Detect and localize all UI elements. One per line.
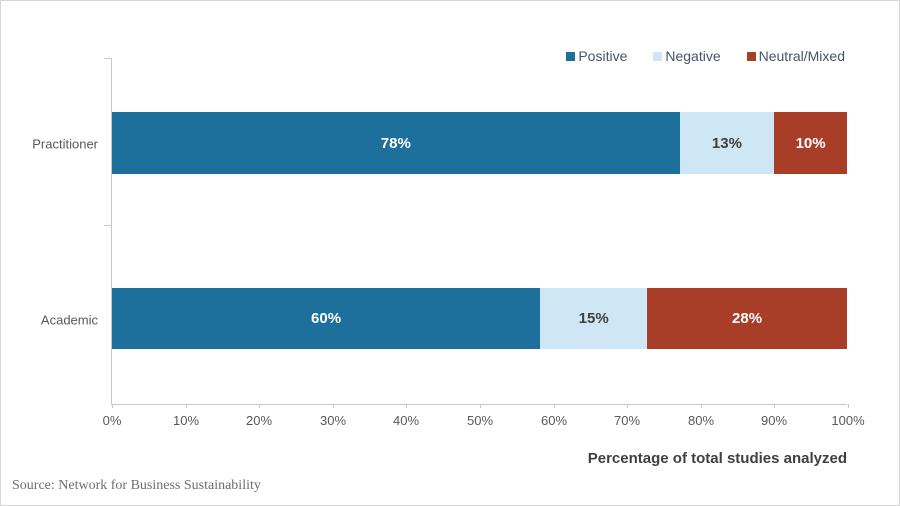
x-axis-tick-label: 0% (102, 413, 122, 428)
x-axis-tick (848, 404, 849, 408)
x-axis-tick (774, 404, 775, 408)
x-axis-tick-label: 70% (613, 413, 641, 428)
legend-label: Positive (578, 48, 628, 64)
bar-segment-positive: 78% (112, 112, 680, 174)
x-axis-tick (406, 404, 407, 408)
bar-academic: 60% 15% 28% (112, 288, 847, 349)
x-axis-title: Percentage of total studies analyzed (587, 450, 847, 467)
category-label-practitioner: Practitioner (32, 136, 98, 152)
bar-value-label: 15% (578, 310, 609, 327)
bar-segment-positive: 60% (112, 288, 541, 349)
x-axis-tick (627, 404, 628, 408)
x-axis-tick-label: 40% (392, 413, 420, 428)
bar-value-label: 28% (732, 310, 763, 327)
bar-value-label: 13% (711, 134, 742, 152)
legend-label: Negative (665, 48, 721, 64)
bar-segment-negative: 13% (679, 112, 775, 174)
bar-segment-neutral-mixed: 10% (774, 112, 847, 174)
x-axis-tick (186, 404, 187, 408)
bar-practitioner: 78% 13% 10% (112, 112, 847, 174)
y-axis-tick (104, 58, 112, 59)
x-axis-tick-label: 100% (831, 413, 865, 428)
legend-item-positive: Positive (566, 48, 627, 64)
x-axis-tick-label: 10% (172, 413, 200, 428)
bar-value-label: 60% (311, 310, 342, 327)
legend-marker-icon (566, 51, 576, 61)
x-axis-tick-label: 20% (245, 413, 273, 428)
bar-segment-negative: 15% (540, 288, 648, 349)
legend-marker-icon (653, 51, 663, 61)
x-axis-tick-label: 90% (760, 413, 788, 428)
legend-marker-icon (746, 51, 756, 61)
source-text: Source: Network for Business Sustainabil… (12, 478, 261, 493)
x-axis-tick-label: 60% (540, 413, 568, 428)
y-axis-tick (104, 225, 112, 226)
bar-value-label: 78% (380, 134, 411, 152)
x-axis-tick-label: 50% (466, 413, 494, 428)
x-axis-tick-label: 80% (687, 413, 715, 428)
x-axis-tick (554, 404, 555, 408)
x-axis-tick (480, 404, 481, 408)
plot-area: 0% 10% 20% 30% 40% 50% 60% 70% 80% 90% 100% 78% 13% 1… (103, 58, 865, 428)
category-label-academic: Academic (40, 312, 98, 327)
x-axis-tick-label: 30% (319, 413, 347, 428)
legend: Positive Negative Neutral/Mixed (566, 48, 845, 64)
bar-value-label: 10% (795, 134, 826, 152)
bar-segment-neutral-mixed: 28% (647, 288, 847, 349)
legend-label: Neutral/Mixed (758, 48, 845, 64)
x-axis-tick (259, 404, 260, 408)
legend-item-neutral-mixed: Neutral/Mixed (746, 48, 845, 64)
x-axis-tick (333, 404, 334, 408)
legend-item-negative: Negative (653, 48, 721, 64)
x-axis-tick (701, 404, 702, 408)
x-axis-tick (112, 404, 113, 408)
